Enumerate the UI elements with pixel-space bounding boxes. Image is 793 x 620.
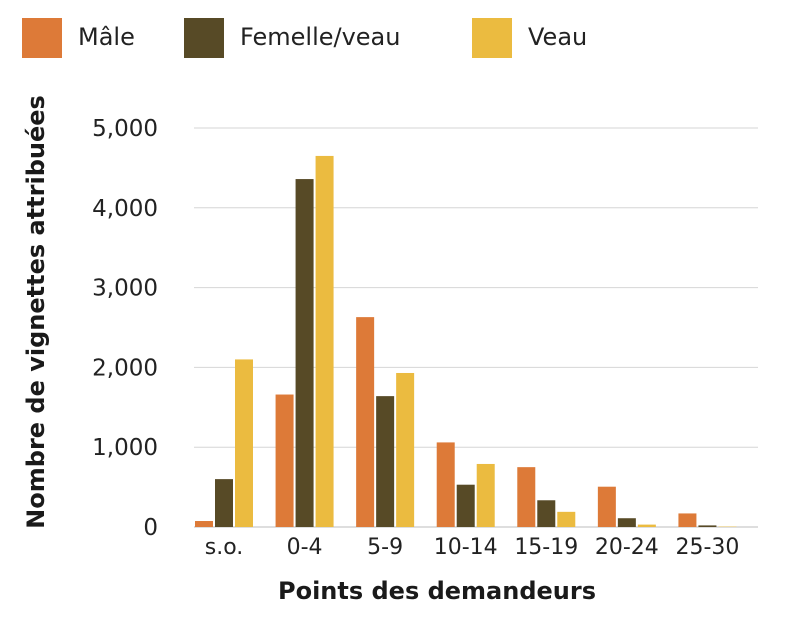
legend-label-1: Femelle/veau xyxy=(240,23,400,51)
bar-0-4 xyxy=(517,467,536,527)
bar-2-3 xyxy=(476,463,495,527)
bar-0-3 xyxy=(436,442,455,527)
bar-0-0 xyxy=(195,521,213,527)
bar-2-2 xyxy=(396,372,415,527)
legend-swatch-0 xyxy=(22,18,62,58)
x-axis-ticks: s.o. 0-4 5-9 10-14 15-19 20-24 25-30 xyxy=(205,535,740,560)
legend-label-2: Veau xyxy=(528,23,587,51)
y-tick-label-0: 0 xyxy=(143,515,158,541)
bar-1-0 xyxy=(215,479,233,527)
legend-label-0: Mâle xyxy=(78,23,135,51)
x-tick-label-6: 25-30 xyxy=(675,535,739,560)
bar-2-0 xyxy=(235,359,253,527)
y-tick-label-1: 1,000 xyxy=(92,435,158,461)
y-tick-label-4: 4,000 xyxy=(92,196,158,222)
bar-0-6 xyxy=(678,513,697,527)
bars xyxy=(195,155,737,527)
x-tick-label-1: 0-4 xyxy=(287,535,323,560)
bar-1-6 xyxy=(698,525,717,527)
x-tick-label-4: 15-19 xyxy=(514,535,578,560)
bar-2-4 xyxy=(557,511,576,527)
bar-1-5 xyxy=(617,518,636,527)
bar-1-1 xyxy=(295,179,314,527)
bar-0-2 xyxy=(356,317,375,527)
x-tick-label-5: 20-24 xyxy=(595,535,659,560)
legend-swatch-2 xyxy=(472,18,512,58)
x-tick-label-0: s.o. xyxy=(205,535,244,560)
y-tick-label-3: 3,000 xyxy=(92,276,158,302)
bar-1-4 xyxy=(537,500,556,527)
bar-1-3 xyxy=(456,484,475,527)
bar-2-1 xyxy=(315,155,334,527)
y-axis-ticks: 0 1,000 2,000 3,000 4,000 5,000 xyxy=(92,116,158,541)
legend-swatch-1 xyxy=(184,18,224,58)
bar-2-5 xyxy=(637,524,656,527)
y-axis-title: Nombre de vignettes attribuées xyxy=(22,95,50,529)
y-tick-label-5: 5,000 xyxy=(92,116,158,142)
bar-0-5 xyxy=(597,486,616,527)
x-axis-title: Points des demandeurs xyxy=(278,577,596,605)
legend: Mâle Femelle/veau Veau xyxy=(22,18,587,58)
y-tick-label-2: 2,000 xyxy=(92,355,158,381)
x-tick-label-3: 10-14 xyxy=(434,535,498,560)
bar-0-1 xyxy=(275,394,294,527)
bar-1-2 xyxy=(376,396,395,527)
x-tick-label-2: 5-9 xyxy=(367,535,403,560)
